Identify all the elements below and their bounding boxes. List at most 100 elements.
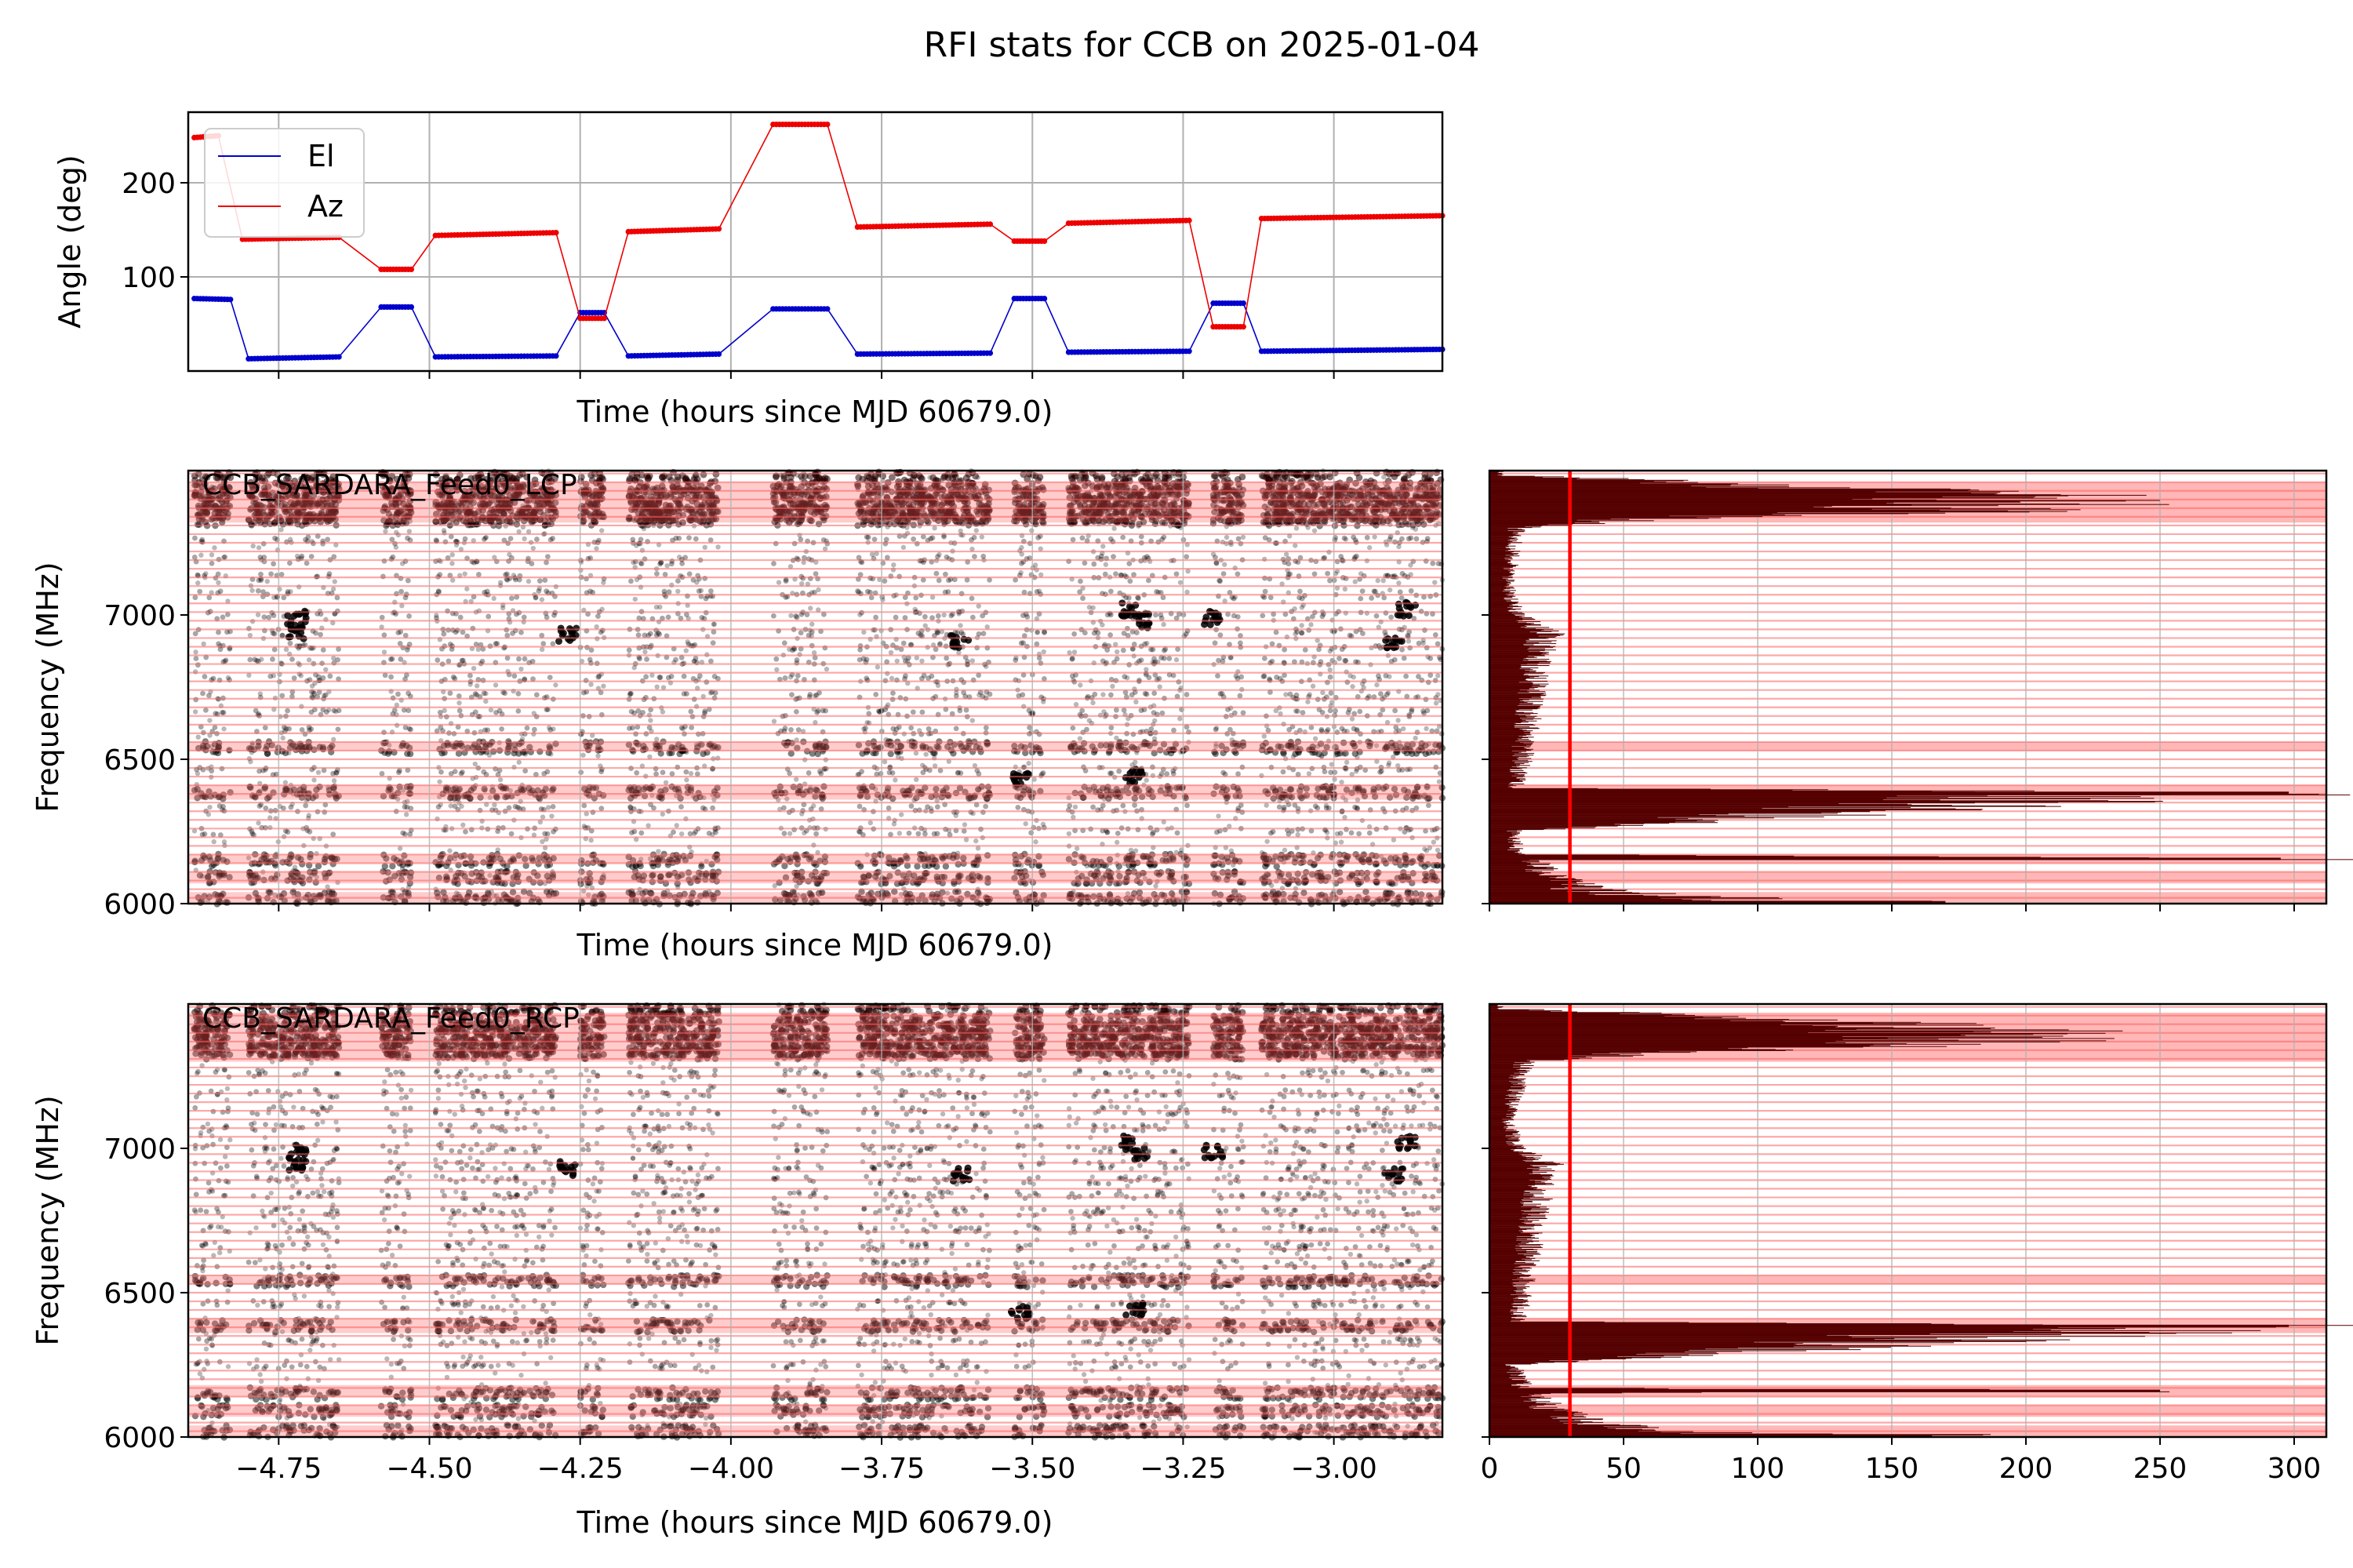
waterfall-lcp-rfi-point bbox=[665, 675, 671, 681]
waterfall-lcp-rfi-point bbox=[795, 727, 802, 733]
waterfall-lcp-rfi-point bbox=[676, 750, 683, 758]
waterfall-lcp-scatter-point bbox=[330, 586, 336, 592]
waterfall-lcp-scatter-point bbox=[483, 534, 489, 540]
waterfall-lcp-scatter-point bbox=[824, 666, 830, 672]
pointing-ytick-label: 100 bbox=[122, 262, 176, 294]
waterfall-lcp-rfi-point bbox=[787, 770, 793, 777]
waterfall-lcp-rfi-point bbox=[460, 629, 466, 635]
waterfall-lcp-scatter-point bbox=[256, 820, 261, 826]
waterfall-lcp-rfi-point bbox=[261, 614, 267, 620]
waterfall-lcp-rfi-point bbox=[379, 770, 385, 777]
waterfall-lcp-rfi-point bbox=[666, 589, 672, 595]
waterfall-lcp-rfi-point bbox=[789, 692, 795, 698]
waterfall-lcp-rfi-point bbox=[504, 571, 510, 577]
waterfall-lcp-rfi-point bbox=[516, 656, 522, 662]
waterfall-lcp-rfi-point bbox=[400, 830, 406, 836]
waterfall-lcp-scatter-point bbox=[584, 883, 590, 889]
pointing-point-az bbox=[987, 221, 994, 227]
waterfall-lcp-rfi-point bbox=[206, 595, 213, 601]
waterfall-lcp-rfi-point bbox=[515, 708, 522, 714]
waterfall-lcp-rfi-point bbox=[318, 631, 323, 638]
waterfall-lcp-rfi-point bbox=[507, 536, 514, 541]
waterfall-lcp-rfi-point bbox=[494, 641, 500, 646]
waterfall-lcp-scatter-point bbox=[641, 526, 647, 532]
waterfall-lcp-scatter-point bbox=[771, 719, 777, 724]
waterfall-lcp-scatter-point bbox=[787, 646, 792, 653]
waterfall-lcp-scatter-point bbox=[331, 778, 337, 784]
waterfall-lcp-rfi-point bbox=[534, 537, 540, 542]
waterfall-lcp-scatter-point bbox=[539, 597, 545, 602]
waterfall-lcp-rfi-point bbox=[333, 769, 340, 776]
waterfall-lcp-scatter-point bbox=[715, 544, 721, 550]
pointing-point-el bbox=[987, 350, 994, 356]
waterfall-lcp-rfi-point bbox=[470, 625, 476, 631]
waterfall-lcp-rfi-point bbox=[656, 675, 663, 680]
waterfall-lcp-rfi-point bbox=[782, 726, 788, 731]
waterfall-lcp-rfi-point bbox=[310, 695, 316, 700]
waterfall-lcp-rfi-point bbox=[707, 588, 714, 594]
waterfall-lcp-rfi-point bbox=[271, 646, 278, 653]
waterfall-lcp-rfi-point bbox=[334, 595, 340, 601]
waterfall-lcp-rfi-point bbox=[486, 613, 492, 620]
waterfall-lcp-scatter-point bbox=[519, 737, 526, 742]
waterfall-lcp-rfi-point bbox=[598, 769, 604, 775]
waterfall-lcp-rfi-point bbox=[806, 770, 812, 776]
waterfall-lcp-rfi-point bbox=[703, 595, 709, 602]
waterfall-lcp-scatter-point bbox=[221, 555, 227, 560]
waterfall-lcp-rfi-point bbox=[210, 831, 216, 838]
waterfall-lcp-scatter-point bbox=[201, 641, 206, 647]
waterfall-lcp-rfi-point bbox=[472, 691, 478, 697]
waterfall-lcp-rfi-point bbox=[542, 831, 548, 837]
waterfall-lcp-rfi-point bbox=[408, 726, 413, 733]
waterfall-lcp-scatter-point bbox=[794, 777, 799, 782]
waterfall-lcp-scatter-point bbox=[540, 814, 546, 820]
waterfall-lcp-scatter-point bbox=[449, 561, 455, 566]
waterfall-lcp-scatter-point bbox=[638, 560, 644, 566]
waterfall-lcp-scatter-point bbox=[595, 753, 601, 759]
pointing-series bbox=[191, 122, 1446, 362]
waterfall-lcp-scatter-point bbox=[685, 639, 690, 645]
waterfall-lcp-rfi-point bbox=[216, 629, 221, 635]
waterfall-lcp-scatter-point bbox=[522, 536, 527, 542]
pointing-point-el bbox=[336, 354, 342, 360]
waterfall-lcp-scatter-point bbox=[447, 848, 453, 853]
waterfall-lcp-scatter-point bbox=[488, 707, 494, 713]
waterfall-lcp-rfi-point bbox=[707, 658, 714, 664]
waterfall-lcp-scatter-point bbox=[282, 780, 289, 785]
waterfall-lcp-rfi-point bbox=[406, 708, 412, 714]
waterfall-lcp-scatter-point bbox=[694, 580, 700, 585]
waterfall-lcp-rfi-point bbox=[643, 674, 649, 680]
waterfall-lcp-rfi-point bbox=[638, 537, 644, 543]
waterfall-lcp-rfi-point bbox=[675, 578, 681, 584]
waterfall-lcp-rfi-point bbox=[544, 554, 551, 560]
waterfall-lcp-rfi-point bbox=[387, 657, 394, 662]
waterfall-lcp-scatter-point bbox=[403, 812, 409, 817]
waterfall-lcp-scatter-point bbox=[278, 527, 284, 533]
waterfall-lcp-scatter-point bbox=[627, 690, 633, 697]
waterfall-lcp-rfi-point bbox=[678, 804, 684, 809]
waterfall-lcp-rfi-point bbox=[583, 678, 589, 683]
waterfall-lcp-scatter-point bbox=[491, 595, 496, 602]
waterfall-lcp-rfi-point bbox=[550, 536, 556, 541]
waterfall-lcp-scatter-point bbox=[271, 673, 277, 678]
waterfall-lcp-scatter-point bbox=[212, 545, 217, 551]
waterfall-lcp-rfi-point bbox=[256, 577, 262, 584]
waterfall-lcp-rfi-point bbox=[656, 631, 663, 637]
waterfall-lcp-rfi-point bbox=[669, 561, 675, 567]
waterfall-lcp-rfi-point bbox=[637, 656, 642, 662]
waterfall-lcp-scatter-point bbox=[787, 831, 793, 836]
waterfall-lcp-scatter-point bbox=[464, 586, 470, 591]
pointing-point-az bbox=[553, 230, 559, 236]
waterfall-lcp-scatter-point bbox=[207, 718, 213, 723]
waterfall-lcp-scatter-point bbox=[631, 664, 637, 671]
waterfall-lcp-rfi-point bbox=[402, 725, 409, 730]
waterfall-lcp-rfi-point bbox=[662, 571, 668, 577]
waterfall-lcp-rfi-point bbox=[638, 830, 645, 836]
waterfall-lcp-rfi-point bbox=[396, 769, 402, 776]
waterfall-lcp-scatter-point bbox=[216, 580, 221, 586]
pointing-line-el bbox=[194, 297, 1443, 360]
waterfall-lcp-scatter-point bbox=[332, 579, 337, 584]
waterfall-lcp-rfi-point bbox=[702, 710, 707, 716]
waterfall-lcp-rfi-point bbox=[544, 614, 550, 620]
waterfall-lcp-scatter-point bbox=[399, 561, 406, 566]
